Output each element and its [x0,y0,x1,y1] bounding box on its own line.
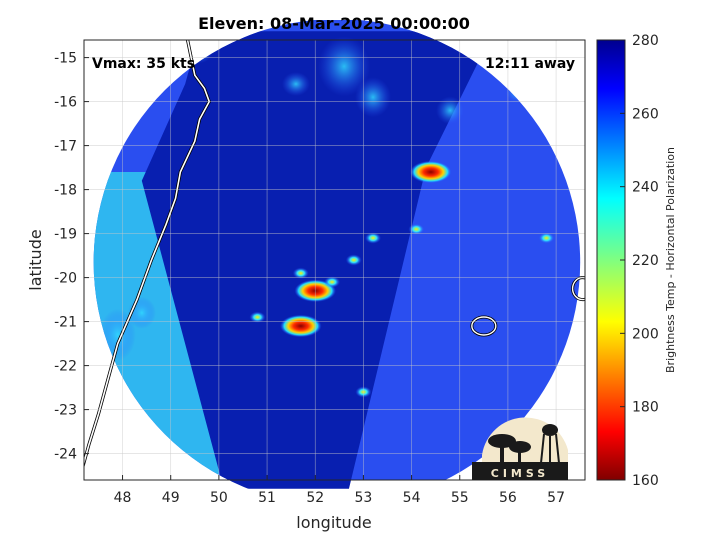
convective-core [365,232,382,244]
chart-title: Eleven: 08-Mar-2025 00:00:00 [198,14,470,33]
colorbar-tick-label: 160 [632,473,659,489]
dish-post-2 [518,448,521,464]
y-tick-label: -18 [54,183,77,199]
dish-post [500,443,504,463]
colorbar-tick-label: 260 [632,106,659,122]
x-tick-label: 52 [306,490,324,506]
x-tick-label: 55 [451,490,469,506]
logo-base [472,462,568,480]
texture-blob [355,77,392,118]
y-tick-label: -22 [54,359,77,375]
convective-core [292,267,309,279]
convective-core [249,311,266,323]
axes-box [83,39,586,481]
coastline-mauritius-inner [571,276,585,301]
y-tick-label: -19 [54,227,77,243]
grid-lines [84,40,585,480]
x-tick-label: 51 [258,490,276,506]
y-axis-title: latitude [26,229,45,290]
x-tick-label: 54 [403,490,421,506]
cimss-logo: CIMSS [472,417,568,480]
x-axis-title: longitude [296,513,371,532]
convective-core [538,232,555,244]
colorbar-tick-label: 280 [632,33,659,49]
convective-core [408,223,425,235]
texture-blob [318,36,371,97]
colorbar-tick-label: 240 [632,180,659,196]
coastline-reunion-inner [471,316,497,336]
texture-blob [281,72,310,96]
y-tick-label: -20 [54,271,77,287]
convective-core [345,254,362,266]
time-away-annotation: 12:11 away [485,56,575,72]
colorbar-tick-label: 220 [632,253,659,269]
convective-core [410,160,452,184]
x-tick-label: 48 [114,490,132,506]
y-tick-label: -23 [54,403,77,419]
vmax-annotation: Vmax: 35 kts [92,56,195,72]
tower-legs [540,433,560,464]
colorbar-tick-label: 180 [632,400,659,416]
colorbar-label: Brightness Temp - Horizontal Polarizatio… [664,147,677,373]
water-tower-icon [542,424,558,436]
y-tick-label: -16 [54,95,77,111]
x-tick-label: 50 [210,490,228,506]
x-tick-label: 57 [547,490,565,506]
y-tick-label: -21 [54,315,77,331]
x-axis: 48 49 50 51 52 53 54 55 56 57 [114,475,565,506]
y-tick-label: -15 [54,51,77,67]
texture-blob [436,96,465,125]
x-tick-label: 49 [162,490,180,506]
x-tick-label: 53 [354,490,372,506]
x-tick-label: 56 [499,490,517,506]
logo-text: CIMSS [491,467,549,480]
satellite-dish-icon-2 [509,441,531,453]
convective-core [324,276,341,288]
y-tick-label: -24 [54,447,77,463]
y-axis: -15 -16 -17 -18 -19 -20 -21 -22 -23 -24 [54,51,89,463]
colorbar-tick-label: 200 [632,326,659,342]
y-tick-label: -17 [54,139,77,155]
colorbar-ticks: 280 260 240 220 200 180 160 [620,33,659,489]
satellite-dish-icon [488,434,516,448]
convective-core [279,314,322,338]
